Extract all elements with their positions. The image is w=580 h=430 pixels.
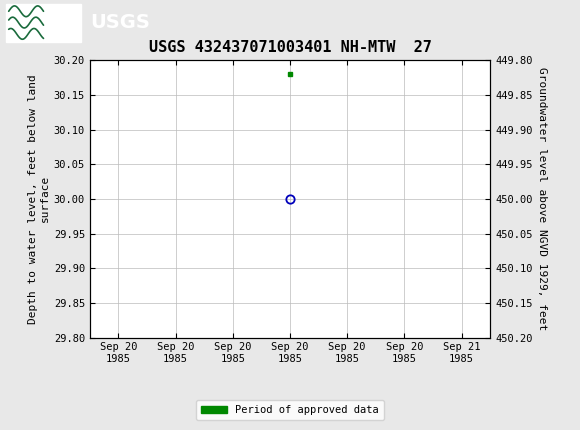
Y-axis label: Depth to water level, feet below land
surface: Depth to water level, feet below land su… <box>28 74 50 324</box>
Title: USGS 432437071003401 NH-MTW  27: USGS 432437071003401 NH-MTW 27 <box>148 40 432 55</box>
Text: USGS: USGS <box>90 13 150 32</box>
Bar <box>6 3 81 42</box>
Legend: Period of approved data: Period of approved data <box>195 400 385 421</box>
Y-axis label: Groundwater level above NGVD 1929, feet: Groundwater level above NGVD 1929, feet <box>536 67 546 331</box>
